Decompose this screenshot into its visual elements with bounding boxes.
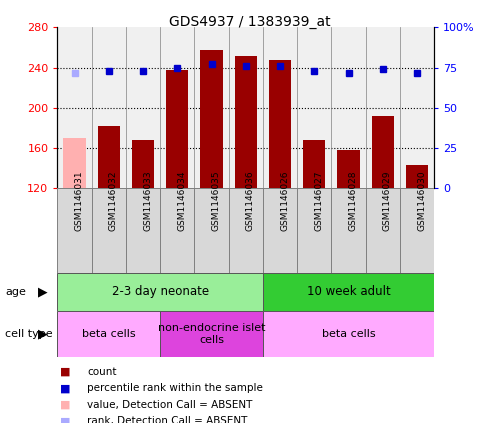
Text: value, Detection Call = ABSENT: value, Detection Call = ABSENT xyxy=(87,400,252,410)
Bar xyxy=(406,165,428,188)
Text: 10 week adult: 10 week adult xyxy=(306,286,390,298)
Bar xyxy=(269,60,291,188)
Bar xyxy=(366,188,400,273)
Bar xyxy=(331,188,366,273)
Text: cell type: cell type xyxy=(5,329,52,339)
Text: beta cells: beta cells xyxy=(322,329,375,339)
Bar xyxy=(201,49,223,188)
Text: GSM1146032: GSM1146032 xyxy=(109,170,118,231)
Text: GSM1146029: GSM1146029 xyxy=(383,170,392,231)
Bar xyxy=(263,311,434,357)
Bar xyxy=(400,188,434,273)
Bar xyxy=(263,273,434,311)
Bar xyxy=(126,188,160,273)
Text: ■: ■ xyxy=(60,383,70,393)
Bar xyxy=(195,188,229,273)
Text: GDS4937 / 1383939_at: GDS4937 / 1383939_at xyxy=(169,15,330,29)
Text: ■: ■ xyxy=(60,416,70,423)
Text: GSM1146034: GSM1146034 xyxy=(177,170,186,231)
Bar xyxy=(63,138,86,188)
Bar xyxy=(263,188,297,273)
Text: GSM1146030: GSM1146030 xyxy=(417,170,426,231)
Text: GSM1146026: GSM1146026 xyxy=(280,170,289,231)
Bar xyxy=(235,56,257,188)
Bar xyxy=(337,150,360,188)
Text: non-endocrine islet
cells: non-endocrine islet cells xyxy=(158,323,265,345)
Bar xyxy=(132,140,154,188)
Bar xyxy=(57,188,92,273)
Bar xyxy=(57,311,160,357)
Text: GSM1146028: GSM1146028 xyxy=(348,170,357,231)
Bar xyxy=(297,188,331,273)
Text: GSM1146036: GSM1146036 xyxy=(246,170,255,231)
Text: ■: ■ xyxy=(60,400,70,410)
Bar xyxy=(98,126,120,188)
Text: count: count xyxy=(87,367,117,377)
Bar xyxy=(160,188,195,273)
Text: ▶: ▶ xyxy=(37,328,47,341)
Text: GSM1146035: GSM1146035 xyxy=(212,170,221,231)
Text: 2-3 day neonate: 2-3 day neonate xyxy=(112,286,209,298)
Bar xyxy=(57,273,263,311)
Text: percentile rank within the sample: percentile rank within the sample xyxy=(87,383,263,393)
Text: age: age xyxy=(5,287,26,297)
Text: rank, Detection Call = ABSENT: rank, Detection Call = ABSENT xyxy=(87,416,248,423)
Text: GSM1146027: GSM1146027 xyxy=(314,170,323,231)
Bar xyxy=(229,188,263,273)
Text: GSM1146031: GSM1146031 xyxy=(74,170,83,231)
Bar xyxy=(160,311,263,357)
Bar xyxy=(372,116,394,188)
Text: beta cells: beta cells xyxy=(82,329,136,339)
Bar xyxy=(92,188,126,273)
Text: ■: ■ xyxy=(60,367,70,377)
Bar xyxy=(303,140,325,188)
Text: ▶: ▶ xyxy=(37,286,47,298)
Text: GSM1146033: GSM1146033 xyxy=(143,170,152,231)
Bar xyxy=(166,70,189,188)
